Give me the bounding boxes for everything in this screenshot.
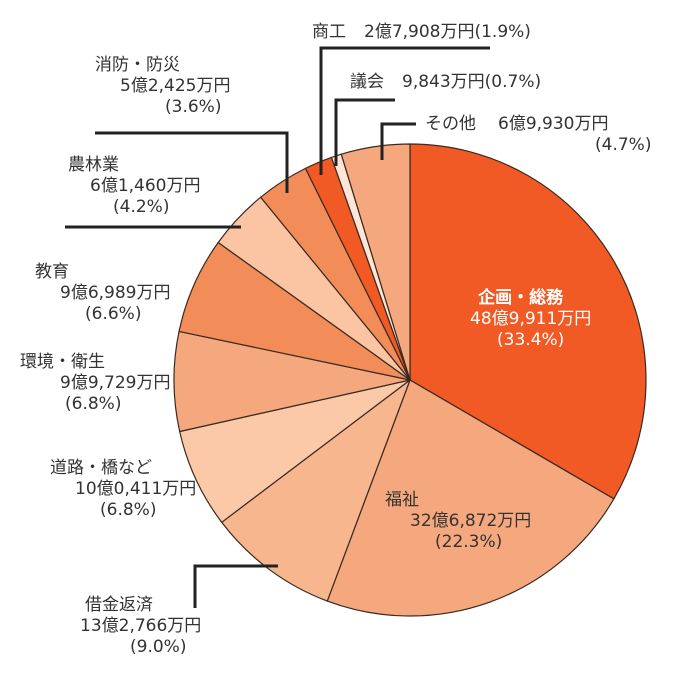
slice-label-name: 商工 xyxy=(312,22,346,42)
label-kankyo: 環境・衛生 9億9,729万円 (6.8%) xyxy=(20,352,170,415)
label-kyoiku: 教育 9億6,989万円 (6.6%) xyxy=(35,262,170,325)
slice-label-name: 福祉 xyxy=(385,490,419,510)
label-fukushi: 福祉 32億6,872万円 (22.3%) xyxy=(385,490,531,553)
label-shobo: 消防・防災 5億2,425万円 (3.6%) xyxy=(95,55,230,118)
slice-label-pct: (4.7%) xyxy=(595,135,652,155)
slice-label-pct: (9.0%) xyxy=(130,637,187,657)
slice-label-name: 環境・衛生 xyxy=(20,352,105,372)
slice-label-amount: 9億9,729万円 xyxy=(60,373,171,393)
slice-label-amount: 6億1,460万円 xyxy=(90,176,201,196)
slice-label-amount: 48億9,911万円 xyxy=(470,309,592,329)
slice-label-name: 企画・総務 xyxy=(478,288,564,308)
slice-label-amount: 2億7,908万円 xyxy=(364,22,475,42)
leader-line-gikai xyxy=(334,98,395,166)
slice-label-name: 道路・橋など xyxy=(50,458,152,478)
label-gikai: 議会 9,843万円(0.7%) xyxy=(350,72,541,93)
pie-slice-2 xyxy=(220,378,412,602)
slice-label-name: 教育 xyxy=(35,262,69,282)
slice-label-pct: (4.2%) xyxy=(113,197,170,217)
pie-slice-1 xyxy=(326,379,615,617)
leader-line-shoko xyxy=(319,46,490,175)
label-sonota: その他 6億9,930万円 (4.7%) xyxy=(425,114,651,156)
leader-line-sonota xyxy=(380,122,416,160)
pie-slice-0 xyxy=(409,143,647,500)
slice-label-name: 農林業 xyxy=(68,155,119,175)
slice-label-pct: (6.8%) xyxy=(65,394,122,414)
slice-label-pct: (22.3%) xyxy=(435,532,503,552)
leader-line-shakkin xyxy=(193,564,278,608)
slice-label-pct: (0.7%) xyxy=(484,72,542,92)
label-kikaku: 企画・総務 48億9,911万円 (33.4%) xyxy=(450,288,591,351)
leader-line-shobo xyxy=(95,131,289,193)
slice-label-amount: 6億9,930万円 xyxy=(498,114,609,134)
label-shoko: 商工 2億7,908万円(1.9%) xyxy=(312,22,531,43)
slice-label-amount: 13億2,766万円 xyxy=(80,616,202,636)
slice-label-pct: (1.9%) xyxy=(474,22,531,42)
label-shakkin: 借金返済 13億2,766万円 (9.0%) xyxy=(80,595,201,658)
slice-label-amount: 9億6,989万円 xyxy=(60,283,171,303)
slice-label-name: 借金返済 xyxy=(85,595,153,615)
slice-label-pct: (6.8%) xyxy=(100,500,157,520)
slice-label-pct: (3.6%) xyxy=(165,97,222,117)
slice-label-name: その他 xyxy=(425,114,476,134)
slice-label-amount: 10億0,411万円 xyxy=(75,479,197,499)
label-norin: 農林業 6億1,460万円 (4.2%) xyxy=(68,155,200,218)
leader-lines xyxy=(65,46,490,608)
slice-label-amount: 5億2,425万円 xyxy=(120,76,231,96)
slice-label-amount: 32億6,872万円 xyxy=(410,511,532,531)
slice-label-amount: 9,843万円 xyxy=(402,72,485,92)
slice-label-name: 議会 xyxy=(350,72,384,92)
slice-label-name: 消防・防災 xyxy=(95,55,180,75)
pie-slice-10 xyxy=(340,143,411,381)
label-doro: 道路・橋など 10億0,411万円 (6.8%) xyxy=(50,458,196,521)
slice-label-pct: (6.6%) xyxy=(85,304,142,324)
slice-label-pct: (33.4%) xyxy=(497,330,565,350)
